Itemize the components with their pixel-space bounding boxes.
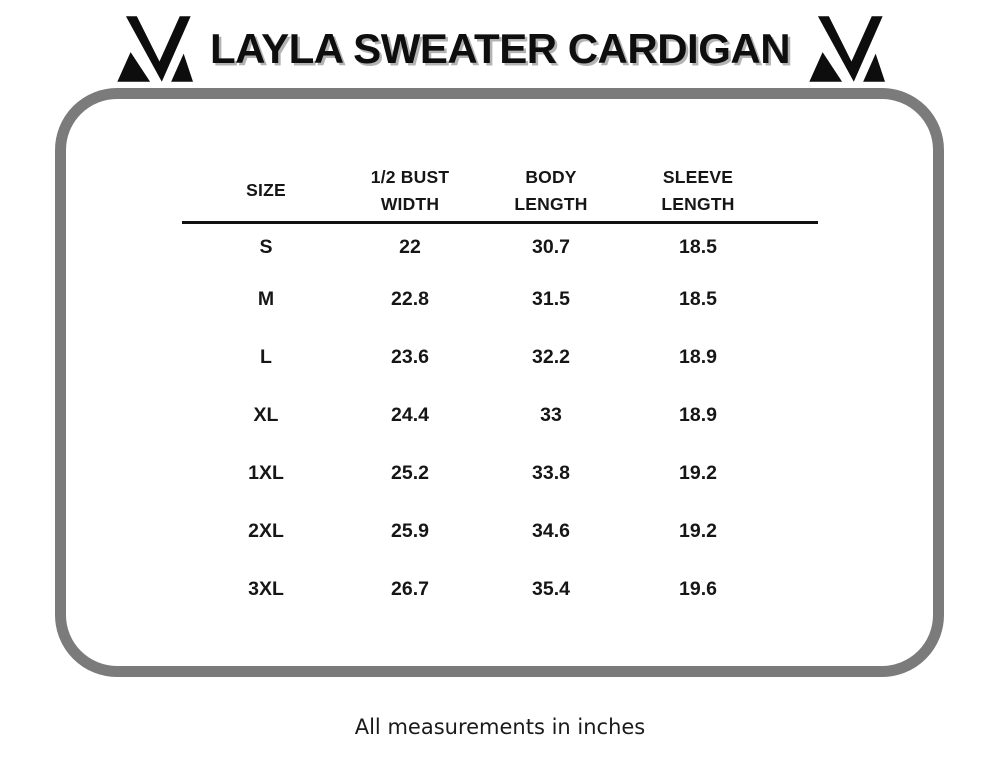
table-cell: 2XL <box>248 519 284 542</box>
table-header-row: SIZE 1/2 BUST WIDTH BODY LENGTH SLEEVE LENGTH <box>182 163 818 219</box>
table-cell: 24.4 <box>391 403 429 426</box>
table-cell: 18.9 <box>679 345 717 368</box>
brand-monogram-icon <box>115 16 193 82</box>
table-cell: 22.8 <box>391 287 429 310</box>
table-row: S 22 30.7 18.5 <box>182 224 818 270</box>
table-body: S 22 30.7 18.5 M 22.8 31.5 18.5 L 23.6 32.2 18.9 XL 2… <box>182 224 818 618</box>
page-header: LAYLA SWEATER CARDIGAN <box>0 16 1000 82</box>
table-cell: 3XL <box>248 577 284 600</box>
table-cell: 18.5 <box>679 287 717 310</box>
table-cell: L <box>260 345 272 368</box>
table-row: 1XL 25.2 33.8 19.2 <box>182 444 818 502</box>
table-row: 3XL 26.7 35.4 19.6 <box>182 560 818 618</box>
table-row: L 23.6 32.2 18.9 <box>182 328 818 386</box>
table-cell: 1XL <box>248 461 284 484</box>
table-cell: 30.7 <box>532 235 570 258</box>
table-cell: 26.7 <box>391 577 429 600</box>
table-cell: 19.6 <box>679 577 717 600</box>
table-cell: 32.2 <box>532 345 570 368</box>
table-cell: 18.5 <box>679 235 717 258</box>
column-header: 1/2 BUST WIDTH <box>370 166 450 214</box>
table-cell: 35.4 <box>532 577 570 600</box>
table-cell: 34.6 <box>532 519 570 542</box>
table-cell: S <box>259 235 273 258</box>
column-header: SIZE <box>246 180 286 201</box>
table-cell: M <box>257 287 275 310</box>
table-cell: 33.8 <box>532 461 570 484</box>
column-header: BODY LENGTH <box>514 166 588 214</box>
table-cell: 22 <box>399 235 421 258</box>
table-cell: 19.2 <box>679 519 717 542</box>
table-cell: 33 <box>540 403 562 426</box>
brand-monogram-icon <box>807 16 886 82</box>
table-row: XL 24.4 33 18.9 <box>182 386 818 444</box>
table-cell: XL <box>253 403 279 426</box>
table-cell: 25.2 <box>391 461 429 484</box>
table-row: M 22.8 31.5 18.5 <box>182 270 818 328</box>
column-header: SLEEVE LENGTH <box>661 166 735 214</box>
size-chart-table: SIZE 1/2 BUST WIDTH BODY LENGTH SLEEVE LENGTH … <box>182 163 818 618</box>
table-row: 2XL 25.9 34.6 19.2 <box>182 502 818 560</box>
measurements-footnote: All measurements in inches <box>354 715 646 739</box>
table-cell: 18.9 <box>679 403 717 426</box>
header-divider <box>182 221 818 224</box>
table-cell: 31.5 <box>532 287 570 310</box>
size-chart-frame <box>55 88 944 677</box>
table-cell: 25.9 <box>391 519 429 542</box>
table-cell: 23.6 <box>391 345 429 368</box>
table-cell: 19.2 <box>679 461 717 484</box>
page-title: LAYLA SWEATER CARDIGAN <box>209 25 791 72</box>
